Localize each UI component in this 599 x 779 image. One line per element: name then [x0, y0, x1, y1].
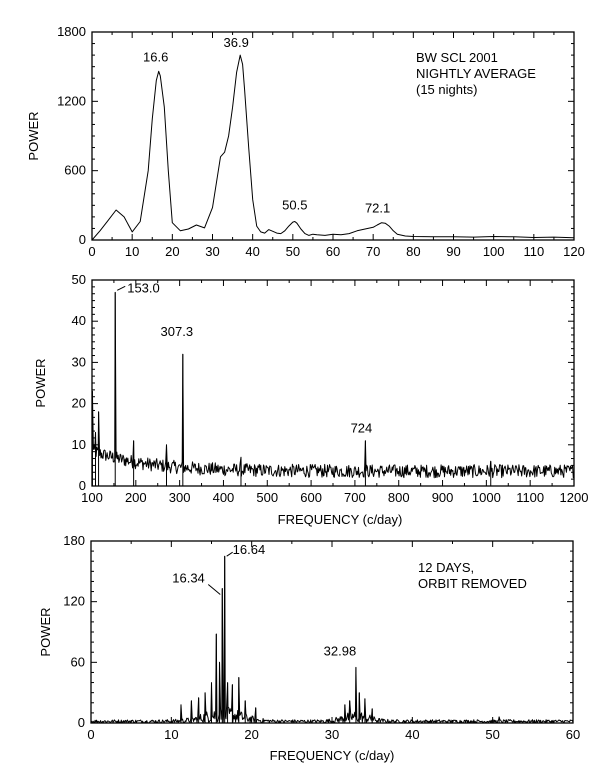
panel-2-peak-labels: 153.0 307.3 724: [117, 280, 373, 436]
panel-1-info: BW SCL 2001 NIGHTLY AVERAGE (15 nights): [416, 50, 536, 97]
x-tick-label: 20: [165, 244, 179, 259]
panel-3-ylabel: POWER: [38, 607, 53, 656]
x-tick-label: 600: [300, 490, 322, 505]
panel-1-series: [91, 54, 575, 241]
power-spectrum-line: [91, 291, 575, 479]
x-tick-label: 300: [169, 490, 191, 505]
peak-label: 16.34: [172, 571, 205, 586]
peak-label: 16.6: [143, 49, 168, 64]
peak-label: 16.64: [233, 542, 266, 557]
x-tick-label: 1200: [560, 490, 589, 505]
panel-3-ticks: 0 10 20 30 40 50 60 0 60 120 180: [63, 533, 580, 742]
x-tick-label: 200: [125, 490, 147, 505]
x-tick-label: 0: [88, 244, 95, 259]
peak-label: 36.9: [224, 35, 249, 50]
panel-1-info-line-1: BW SCL 2001: [416, 50, 498, 65]
x-tick-label: 30: [205, 244, 219, 259]
y-tick-label: 40: [72, 313, 86, 328]
peak-arrow: [207, 584, 221, 595]
panel-3-info-line-1: 12 DAYS,: [418, 560, 474, 575]
x-tick-label: 50: [485, 727, 499, 742]
panel-3-series: [91, 555, 574, 724]
panel-3-frame: [90, 540, 574, 724]
x-tick-label: 10: [125, 244, 139, 259]
x-tick-label: 900: [432, 490, 454, 505]
x-tick-label: 40: [245, 244, 259, 259]
panel-2-frame: [91, 279, 575, 487]
x-tick-label: 100: [81, 490, 103, 505]
x-tick-label: 100: [483, 244, 505, 259]
y-tick-label: 180: [63, 533, 85, 548]
x-tick-label: 400: [213, 490, 235, 505]
high-frequency-panel: 100 200 300 400 500 600 700 800 900 1000 1100 1200 0…: [33, 272, 588, 527]
x-tick-label: 120: [563, 244, 585, 259]
x-tick-label: 0: [87, 727, 94, 742]
x-tick-label: 30: [325, 727, 339, 742]
peak-label: 50.5: [282, 198, 307, 213]
x-tick-label: 20: [244, 727, 258, 742]
x-tick-label: 80: [406, 244, 420, 259]
panel-2-series: [91, 291, 575, 486]
x-tick-label: 700: [344, 490, 366, 505]
y-tick-label: 0: [78, 715, 85, 730]
panel-1-peak-labels: 16.6 36.9 50.5 72.1: [143, 35, 390, 216]
x-tick-label: 1100: [516, 490, 544, 505]
y-tick-label: 1200: [57, 93, 86, 108]
power-spectrum-line: [91, 555, 574, 724]
panel-3-peak-labels: 16.34 16.64 32.98: [172, 542, 356, 658]
x-tick-label: 500: [256, 490, 278, 505]
x-tick-label: 90: [446, 244, 460, 259]
x-tick-label: 10: [164, 727, 178, 742]
peak-label: 32.98: [324, 643, 357, 658]
y-tick-label: 0: [79, 478, 86, 493]
y-tick-label: 20: [72, 396, 86, 411]
x-tick-label: 60: [566, 727, 580, 742]
panel-3-info-line-2: ORBIT REMOVED: [418, 576, 527, 591]
y-tick-label: 10: [72, 437, 86, 452]
y-tick-label: 120: [63, 594, 85, 609]
orbit-removed-panel: 0 10 20 30 40 50 60 0 60 120 180 16.34 16.64 32.98 P…: [38, 533, 580, 763]
peak-arrow: [226, 551, 233, 557]
y-tick-label: 50: [72, 272, 86, 287]
y-tick-label: 60: [71, 654, 85, 669]
nightly-average-panel: 0 10 20 30 40 50 60 70 80 90 100 110 120060012001800…: [26, 24, 585, 259]
y-tick-label: 0: [79, 232, 86, 247]
y-tick-label: 1800: [57, 24, 86, 39]
panel-3-xlabel: FREQUENCY (c/day): [270, 748, 395, 763]
x-tick-label: 110: [523, 244, 544, 259]
peak-label: 307.3: [161, 324, 194, 339]
panel-1-ylabel: POWER: [26, 111, 41, 160]
power-spectrum-line: [91, 54, 575, 241]
panel-2-ylabel: POWER: [33, 358, 48, 407]
panel-1-info-line-2: NIGHTLY AVERAGE: [416, 66, 536, 81]
x-tick-label: 40: [405, 727, 419, 742]
peak-label: 153.0: [127, 280, 160, 295]
y-tick-label: 600: [64, 163, 86, 178]
panel-1-info-line-3: (15 nights): [416, 82, 477, 97]
y-tick-label: 30: [72, 354, 86, 369]
x-tick-label: 50: [286, 244, 300, 259]
peak-arrow: [117, 285, 126, 291]
x-tick-label: 70: [366, 244, 380, 259]
x-tick-label: 60: [326, 244, 340, 259]
panel-2-ticks: 100 200 300 400 500 600 700 800 900 1000 1100 1200 0…: [72, 272, 589, 505]
x-tick-label: 800: [388, 490, 410, 505]
x-tick-label: 1000: [472, 490, 501, 505]
panel-3-info: 12 DAYS, ORBIT REMOVED: [418, 560, 527, 591]
peak-label: 72.1: [365, 201, 390, 216]
panel-2-xlabel: FREQUENCY (c/day): [278, 512, 403, 527]
peak-label: 724: [351, 421, 373, 436]
